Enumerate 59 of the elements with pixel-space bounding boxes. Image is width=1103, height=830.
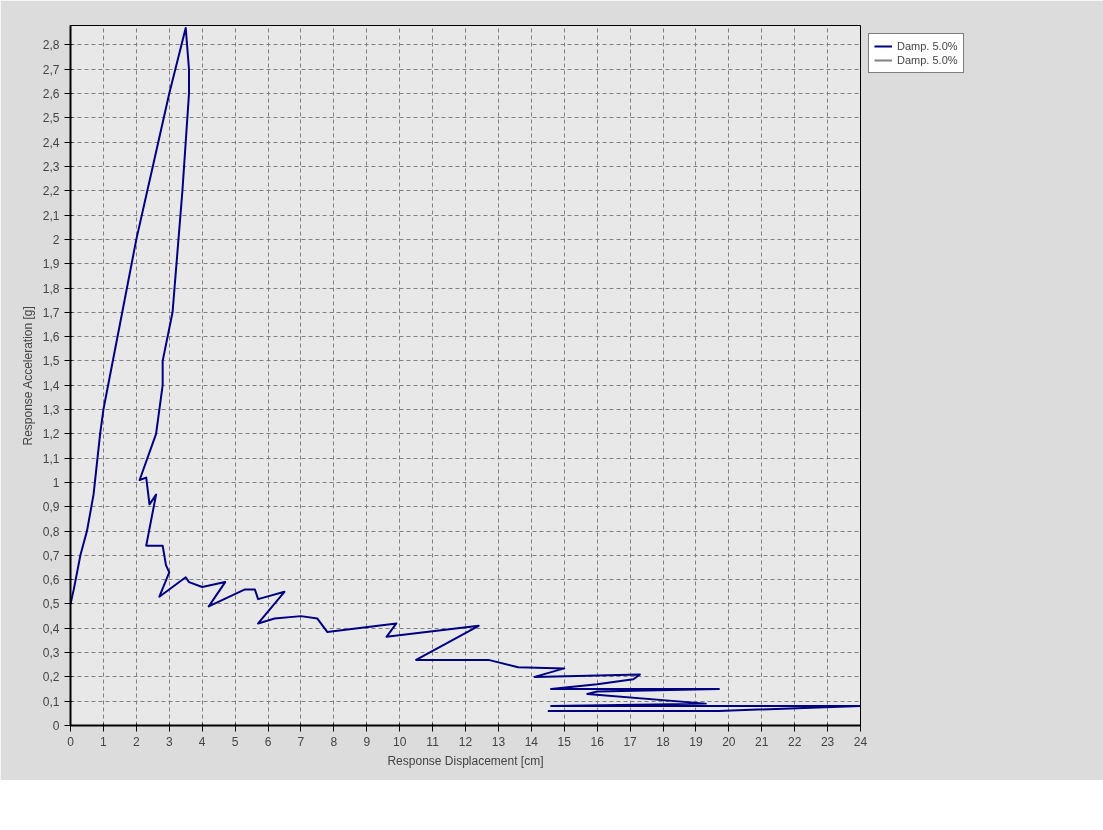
x-tick-label: 1 [100, 734, 108, 749]
y-tick-label: 0,9 [42, 500, 60, 515]
x-tick-label: 8 [330, 734, 338, 749]
x-tick-label: 17 [623, 734, 638, 749]
x-tick-label: 16 [590, 734, 605, 749]
y-tick-label: 1,9 [42, 257, 60, 272]
x-tick-label: 19 [689, 734, 703, 749]
x-tick-label: 18 [656, 734, 670, 749]
line-series [70, 26, 861, 712]
y-tick-label: 0,8 [42, 524, 60, 539]
x-tick-label: 14 [524, 734, 539, 749]
y-tick-label: 0,5 [42, 597, 60, 612]
y-tick-label: 1,2 [42, 427, 60, 442]
y-tick-label: 1,6 [42, 330, 60, 345]
y-tick-label: 0 [52, 719, 60, 733]
y-tick-label: 0,4 [42, 621, 60, 636]
x-axis-title: Response Displacement [cm] [387, 753, 544, 768]
x-tick-label: 13 [491, 734, 506, 749]
x-tick-label: 21 [755, 734, 769, 749]
x-tick-label: 24 [853, 734, 868, 749]
x-tick-label: 11 [426, 734, 440, 749]
y-tick-label: 2,5 [42, 111, 60, 126]
y-tick-label: 0,3 [42, 646, 60, 661]
y-tick-label: 2,8 [42, 38, 60, 53]
y-tick-label: 1,5 [42, 354, 60, 369]
y-tick-label: 2,6 [42, 87, 60, 102]
y-tick-label: 2,1 [42, 208, 60, 223]
x-tick-label: 0 [67, 734, 75, 749]
y-tick-label: 1,8 [42, 281, 60, 296]
legend-label: Damp. 5.0% [897, 53, 958, 67]
x-tick-label: 3 [165, 734, 173, 749]
x-tick-label: 2 [133, 734, 140, 749]
y-tick-label: 0,7 [42, 548, 60, 563]
y-tick-label: 1,7 [42, 305, 60, 320]
legend-label: Damp. 5.0% [897, 39, 958, 53]
x-tick-label: 7 [297, 734, 305, 749]
x-tick-label: 22 [787, 734, 802, 749]
x-tick-label: 10 [392, 734, 407, 749]
x-tick-label: 12 [458, 734, 473, 749]
x-tick-label: 15 [557, 734, 572, 749]
y-tick-label: 2,2 [42, 184, 60, 199]
y-axis-title: Response Acceleration [g] [20, 306, 35, 446]
y-tick-label: 0,1 [42, 694, 60, 709]
y-tick-label: 2,4 [42, 135, 60, 150]
y-tick-label: 2,7 [42, 62, 60, 77]
x-tick-label: 5 [231, 734, 239, 749]
x-tick-label: 6 [264, 734, 272, 749]
y-tick-label: 1,3 [42, 403, 60, 418]
x-tick-label: 4 [198, 734, 206, 749]
y-tick-label: 1,4 [42, 378, 60, 393]
y-tick-label: 1,1 [42, 451, 60, 466]
x-tick-label: 20 [722, 734, 736, 749]
y-tick-label: 2 [52, 232, 60, 247]
y-tick-label: 1 [52, 475, 60, 490]
x-tick-label: 9 [363, 734, 371, 749]
y-tick-label: 0,6 [42, 573, 60, 588]
y-tick-label: 2,3 [42, 159, 60, 174]
x-tick-label: 23 [820, 734, 835, 749]
y-tick-label: 0,2 [42, 670, 60, 685]
